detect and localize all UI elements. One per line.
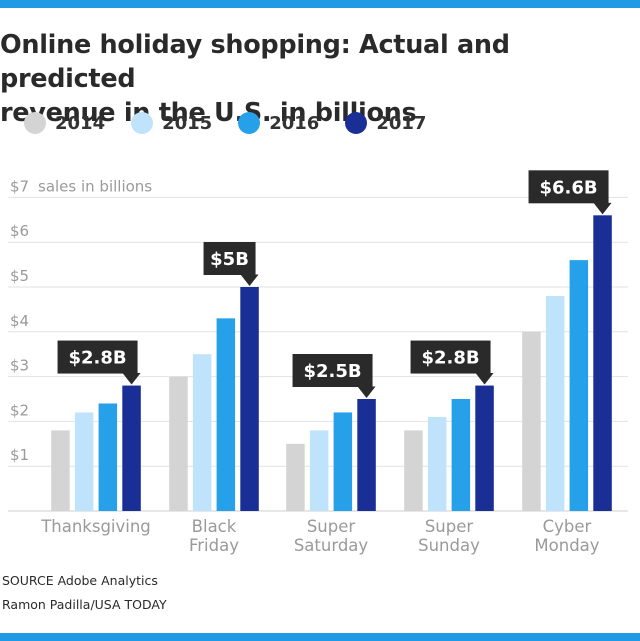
bar-2014 (169, 376, 188, 511)
annotation-box (57, 340, 138, 374)
bar-2014 (404, 430, 423, 511)
annotation-label: $5B (210, 249, 249, 270)
bar-chart: $1 $2 $3 $4 $5 $6 $7 sales in billions Thanksgiv… (8, 170, 628, 555)
legend-label: 2015 (162, 112, 213, 134)
legend-swatch (345, 112, 368, 134)
category-label: Cyber (543, 517, 592, 536)
category-label: Friday (189, 536, 239, 555)
legend-item-2015: 2015 (131, 112, 212, 134)
annotation-pointer (357, 386, 376, 398)
y-axis-label: sales in billions (38, 177, 152, 195)
bar-2015 (74, 412, 94, 511)
annotation-label: $2.8B (68, 348, 126, 369)
bar-2017 (240, 287, 259, 511)
y-tick-label: $6 (10, 222, 29, 240)
legend-label: 2016 (269, 112, 320, 134)
y-tick-label: $3 (10, 357, 29, 375)
y-tick-label: $5 (10, 267, 29, 285)
annotation-label: $2.8B (421, 348, 479, 369)
annotation-box (410, 340, 491, 374)
legend: 2014 2015 2016 2017 (24, 110, 452, 136)
category-label: Monday (534, 536, 599, 555)
y-tick-label: $7 (10, 177, 29, 195)
bar-2016 (216, 318, 236, 511)
legend-swatch (131, 112, 154, 134)
bar-2016 (451, 399, 471, 511)
legend-label: 2017 (376, 112, 427, 134)
annotation-box (203, 242, 256, 275)
bar-2015 (309, 430, 329, 511)
category-label: Super (307, 517, 356, 536)
legend-label: 2014 (55, 112, 106, 134)
bar-2017 (475, 385, 494, 511)
bar-2014 (51, 430, 70, 511)
category-label: Thanksgiving (40, 517, 151, 536)
annotation-label: $6.6B (539, 177, 597, 198)
y-tick-label: $1 (10, 446, 29, 464)
y-tick-label: $2 (10, 401, 29, 419)
annotation-pointer (475, 373, 494, 385)
category-label: Sunday (418, 536, 480, 555)
chart-title-line-1: Online holiday shopping: Actual and pred… (0, 30, 510, 94)
credit-note: Ramon Padilla/USA TODAY (2, 597, 167, 612)
bar-2017 (593, 215, 612, 511)
bar-2014 (286, 443, 305, 511)
bottom-accent-bar (0, 633, 640, 641)
legend-swatch (238, 112, 261, 134)
bar-2016 (569, 260, 589, 511)
legend-item-2016: 2016 (238, 112, 319, 134)
category-label: Super (425, 517, 474, 536)
annotation-label: $2.5B (303, 361, 361, 382)
legend-item-2017: 2017 (345, 112, 426, 134)
bar-2016 (333, 412, 353, 511)
legend-swatch (24, 112, 46, 134)
bar-2017 (122, 385, 141, 511)
top-accent-bar (0, 0, 640, 8)
bar-2015 (545, 295, 565, 511)
annotation-box (528, 170, 609, 204)
annotation-pointer (240, 274, 259, 286)
y-tick-label: $4 (10, 312, 29, 330)
annotation-pointer (122, 373, 141, 385)
bar-2016 (98, 403, 118, 511)
category-label: Black (192, 517, 237, 536)
annotation-box (292, 354, 373, 387)
bar-2014 (522, 331, 541, 511)
category-label: Saturday (294, 536, 369, 555)
bar-2015 (427, 416, 447, 511)
source-note: SOURCE Adobe Analytics (2, 573, 158, 588)
bar-2015 (192, 354, 212, 511)
legend-item-2014: 2014 (24, 112, 105, 134)
bar-2017 (357, 399, 376, 511)
annotation-pointer (593, 202, 612, 215)
